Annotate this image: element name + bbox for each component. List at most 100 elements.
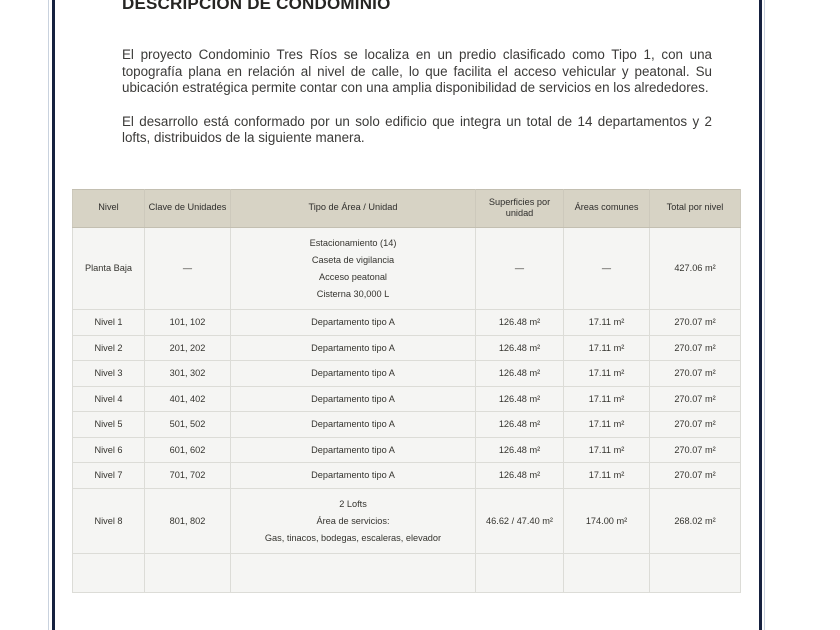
- cell-tipo-line: Estacionamiento (14): [309, 237, 397, 248]
- column-header-clave-line-1: Clave de Unidades: [148, 202, 227, 213]
- table-row: [72, 553, 741, 593]
- table-row: Planta Baja — Estacionamiento (14) Caseta d…: [72, 226, 741, 310]
- cell-areas: —: [563, 226, 650, 310]
- cell-superficies: 126.48 m²: [475, 385, 564, 412]
- cell-total: 427.06 m²: [649, 226, 741, 310]
- page-frame-rule-thin-left: [48, 0, 49, 630]
- column-header-superficies-por-unidad: Superficies por unidad: [475, 188, 564, 228]
- column-header-areas-line-1: Áreas: [574, 202, 599, 213]
- table-row: Nivel 3 301, 302 Departamento tipo A 126.48…: [72, 360, 741, 387]
- description-paragraph-1: El proyecto Condominio Tres Ríos se loca…: [122, 47, 712, 95]
- cell-tipo-line: Departamento tipo A: [311, 368, 395, 378]
- unit-distribution-table: Nivel Clave de Unidades Tipo de Área / U…: [72, 188, 741, 593]
- cell-superficies: 126.48 m²: [475, 411, 564, 438]
- cell-areas: 17.11 m²: [563, 411, 650, 438]
- column-header-tipo-de-area-unidad: Tipo de Área / Unidad: [230, 188, 476, 228]
- cell-nivel: Planta Baja: [72, 226, 145, 310]
- cell-tipo-line: Acceso peatonal: [319, 271, 387, 282]
- cell-total: 270.07 m²: [649, 385, 741, 412]
- cell-total: 268.02 m²: [649, 487, 741, 554]
- table-row: Nivel 8 801, 802 2 Lofts Área de servicios:…: [72, 487, 741, 554]
- cell-total: 270.07 m²: [649, 411, 741, 438]
- cell-total: 270.07 m²: [649, 360, 741, 387]
- cell-tipo-line: Caseta de vigilancia: [311, 254, 395, 265]
- cell-areas: 174.00 m²: [563, 487, 650, 554]
- column-header-clave-de-unidades: Clave de Unidades: [144, 188, 231, 228]
- column-header-total-por-nivel: Total por nivel: [649, 188, 741, 228]
- table-row: Nivel 5 501, 502 Departamento tipo A 126.48…: [72, 411, 741, 438]
- cell-tipo-line: 2 Lofts: [339, 498, 367, 509]
- column-header-total-line-2: nivel: [704, 202, 724, 213]
- table-row: Nivel 6 601, 602 Departamento tipo A 126.48…: [72, 436, 741, 463]
- column-header-nivel: Nivel: [72, 188, 145, 228]
- column-header-superficies-line-1: Superficies: [488, 196, 535, 207]
- cell-tipo: Departamento tipo A: [230, 385, 476, 412]
- table-body: Planta Baja — Estacionamiento (14) Caseta d…: [72, 226, 741, 593]
- cell-tipo: Departamento tipo A: [230, 309, 476, 336]
- table-row: Nivel 2 201, 202 Departamento tipo A 126.48…: [72, 334, 741, 361]
- cell-superficies: 126.48 m²: [475, 360, 564, 387]
- page-title: DESCRIPCIÓN DE CONDOMINIO: [122, 0, 391, 13]
- cell-tipo-line: Departamento tipo A: [311, 342, 395, 353]
- cell-clave: —: [144, 226, 231, 310]
- cell-tipo: Departamento tipo A: [230, 411, 476, 438]
- cell-tipo-line: Departamento tipo A: [311, 470, 395, 480]
- cell-clave: 801, 802: [144, 487, 231, 554]
- cell-tipo-line: Departamento tipo A: [311, 393, 395, 404]
- cell-nivel: Nivel 8: [72, 487, 145, 554]
- cell-clave: 201, 202: [144, 334, 231, 361]
- unit-distribution-table-wrapper: Nivel Clave de Unidades Tipo de Área / U…: [72, 188, 741, 593]
- column-header-nivel-line-1: Nivel: [98, 202, 119, 213]
- cell-clave: 601, 602: [144, 436, 231, 463]
- cell-clave: 401, 402: [144, 385, 231, 412]
- cell-areas: 17.11 m²: [563, 436, 650, 463]
- cell-total: [649, 553, 741, 593]
- page-frame-rule-left: [52, 0, 55, 630]
- cell-nivel: Nivel 2: [72, 334, 145, 361]
- column-header-areas-line-2: comunes: [601, 202, 639, 213]
- column-header-tipo-line-1: Tipo de Área / Unidad: [308, 202, 398, 213]
- cell-superficies: —: [475, 226, 564, 310]
- cell-clave: 701, 702: [144, 462, 231, 489]
- table-header-row: Nivel Clave de Unidades Tipo de Área / U…: [72, 188, 741, 228]
- table-row: Nivel 1 101, 102 Departamento tipo A 126.48…: [72, 309, 741, 336]
- cell-nivel: Nivel 3: [72, 360, 145, 387]
- cell-clave: 101, 102: [144, 309, 231, 336]
- cell-superficies: 126.48 m²: [475, 334, 564, 361]
- cell-tipo-line: Gas, tinacos, bodegas, escaleras, elevad…: [264, 532, 442, 543]
- table-header: Nivel Clave de Unidades Tipo de Área / U…: [72, 188, 741, 228]
- cell-tipo-line: Departamento tipo A: [311, 317, 395, 327]
- column-header-total-line-1: Total por: [666, 202, 702, 213]
- cell-total: 270.07 m²: [649, 309, 741, 336]
- cell-tipo-line: Departamento tipo A: [311, 419, 395, 429]
- cell-nivel: Nivel 1: [72, 309, 145, 336]
- cell-superficies: 126.48 m²: [475, 462, 564, 489]
- cell-tipo-line: Cisterna 30,000 L: [316, 288, 390, 299]
- cell-tipo: 2 Lofts Área de servicios: Gas, tinacos, b…: [230, 487, 476, 554]
- cell-tipo: Departamento tipo A: [230, 334, 476, 361]
- cell-tipo: Departamento tipo A: [230, 436, 476, 463]
- cell-tipo: Departamento tipo A: [230, 360, 476, 387]
- cell-nivel: Nivel 6: [72, 436, 145, 463]
- description-paragraph-2: El desarrollo está conformado por un sol…: [122, 113, 712, 146]
- cell-areas: 17.11 m²: [563, 309, 650, 336]
- cell-areas: 17.11 m²: [563, 334, 650, 361]
- cell-nivel: Nivel 7: [72, 462, 145, 489]
- table-row: Nivel 4 401, 402 Departamento tipo A 126.48…: [72, 385, 741, 412]
- cell-total: 270.07 m²: [649, 334, 741, 361]
- cell-nivel: Nivel 5: [72, 411, 145, 438]
- cell-nivel: Nivel 4: [72, 385, 145, 412]
- cell-tipo-line: Departamento tipo A: [311, 444, 395, 455]
- cell-total: 270.07 m²: [649, 462, 741, 489]
- cell-areas: 17.11 m²: [563, 462, 650, 489]
- document-content: DESCRIPCIÓN DE CONDOMINIO El proyecto Co…: [72, 0, 741, 593]
- cell-clave: 501, 502: [144, 411, 231, 438]
- cell-clave: 301, 302: [144, 360, 231, 387]
- cell-tipo: [230, 553, 476, 593]
- cell-superficies: 126.48 m²: [475, 436, 564, 463]
- cell-areas: 17.11 m²: [563, 385, 650, 412]
- cell-tipo-line: Área de servicios:: [316, 515, 390, 526]
- page-frame-rule-right: [759, 0, 762, 630]
- cell-superficies: [475, 553, 564, 593]
